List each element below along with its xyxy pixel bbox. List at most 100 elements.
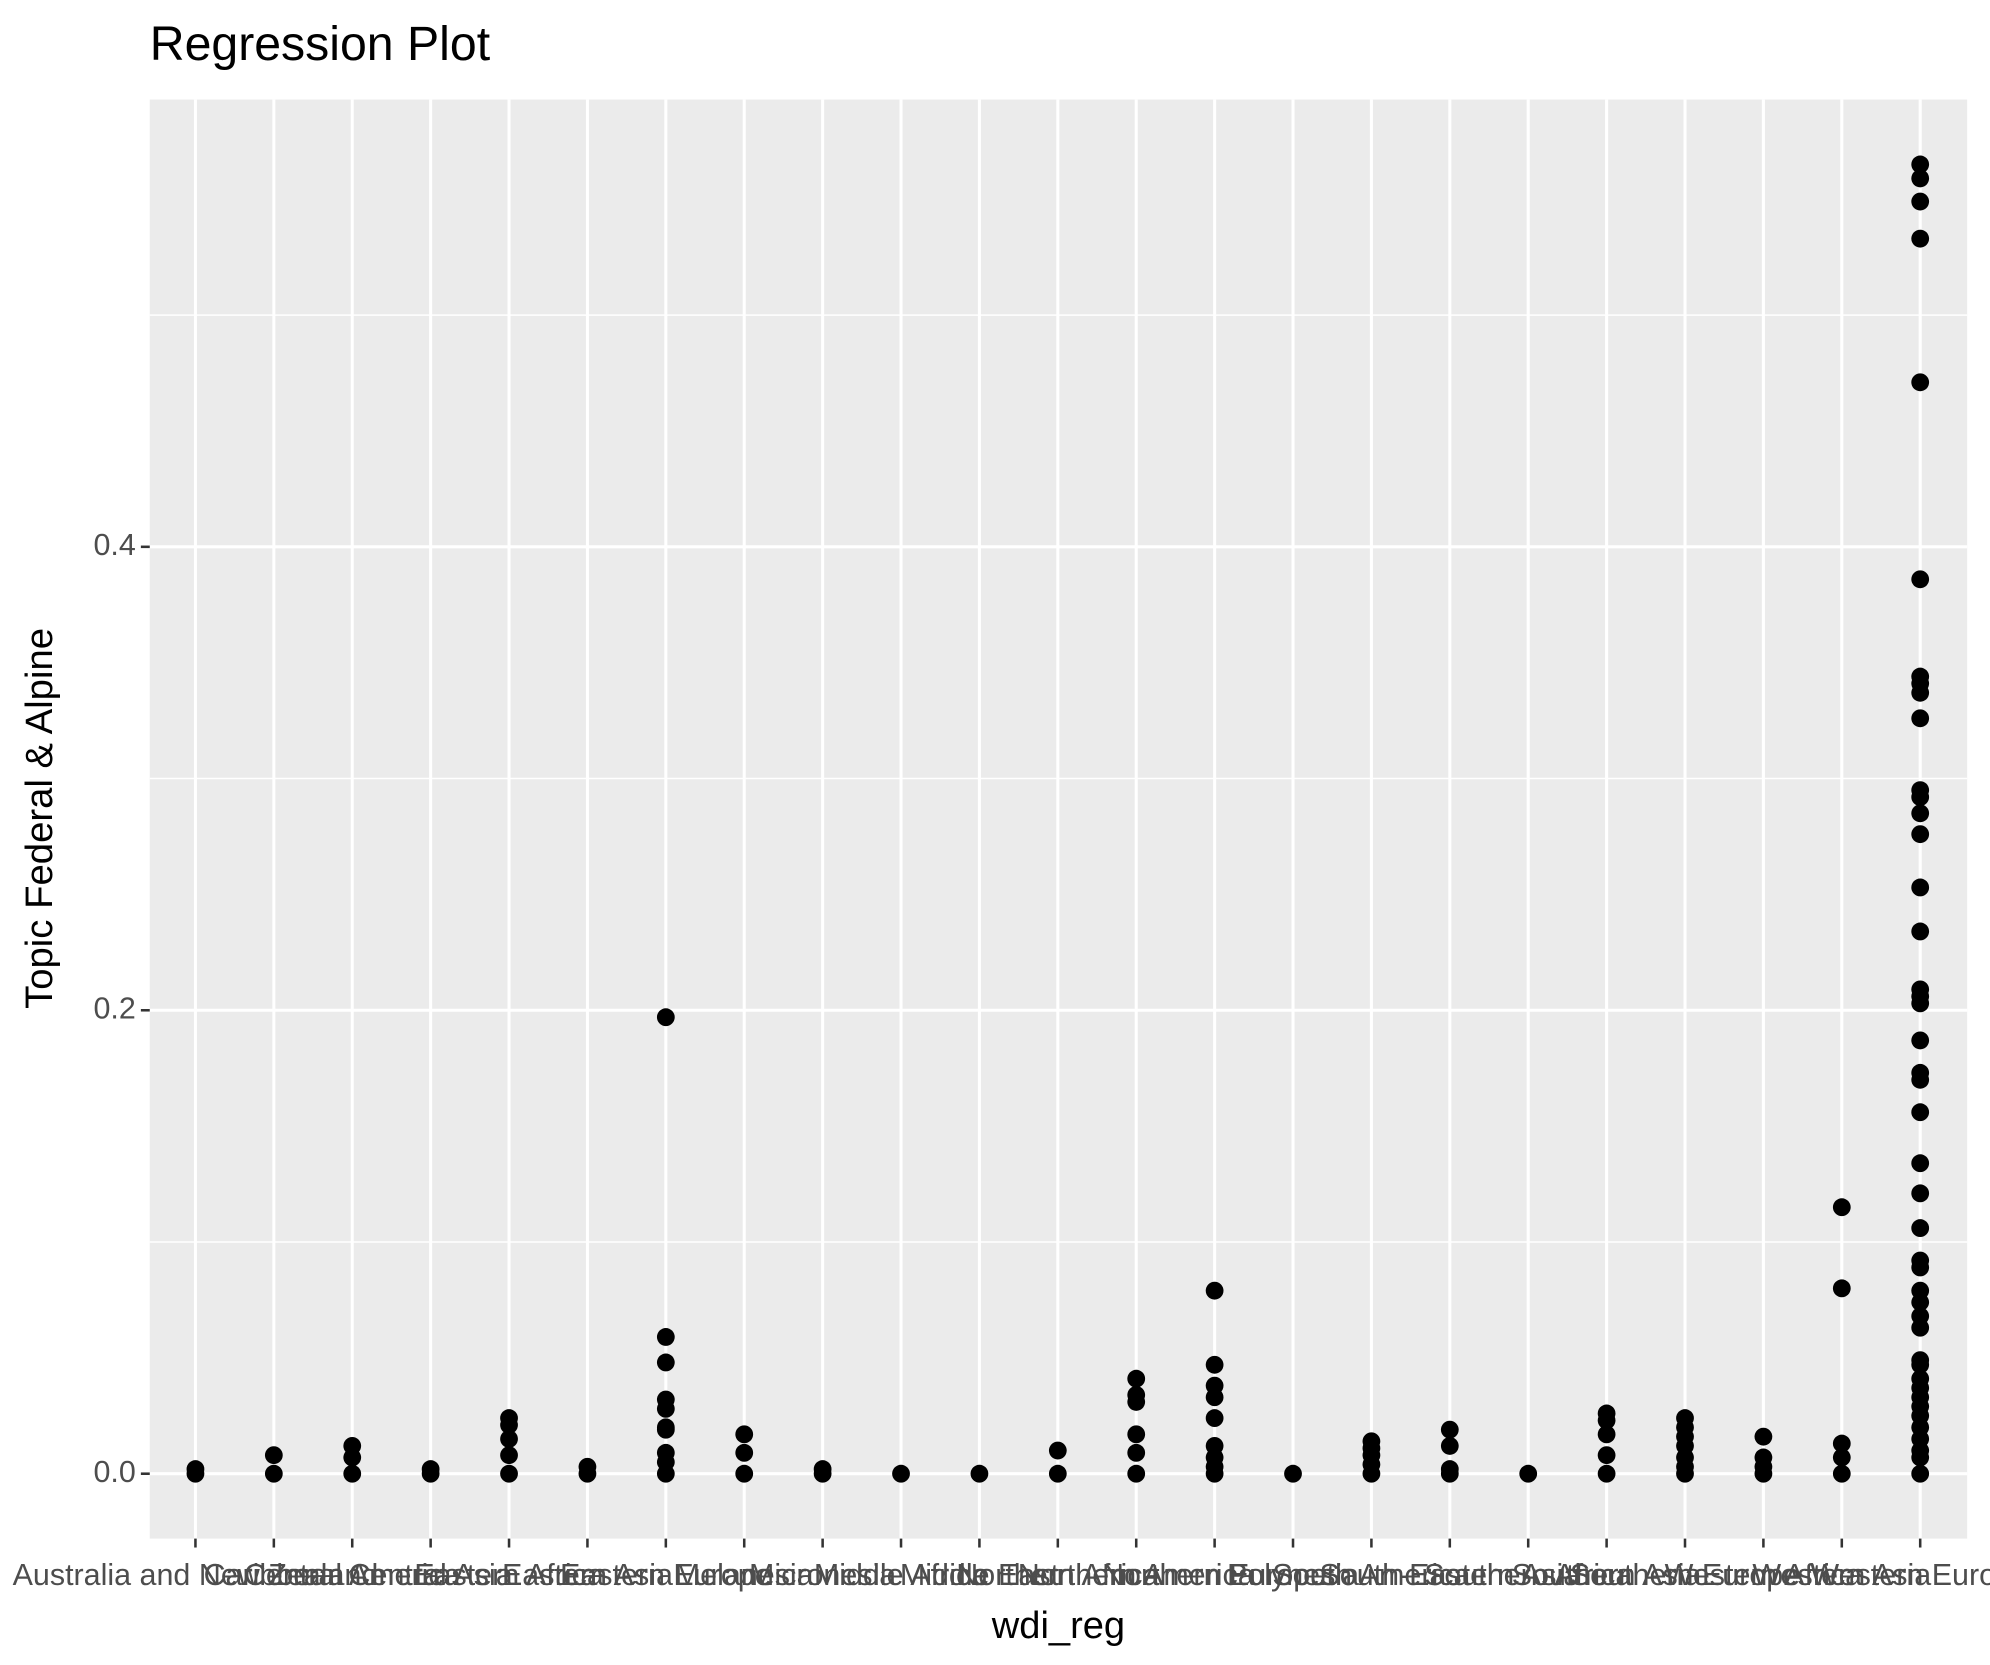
x-tick-label: South America bbox=[1272, 1558, 1470, 1592]
x-tick-label: Eastern Europe bbox=[560, 1558, 772, 1592]
point bbox=[1911, 1448, 1930, 1467]
point bbox=[1519, 1464, 1538, 1483]
x-axis-title: wdi_reg bbox=[991, 1604, 1125, 1647]
point bbox=[1911, 373, 1930, 392]
point bbox=[1676, 1464, 1694, 1483]
point bbox=[1911, 994, 1930, 1013]
point bbox=[578, 1464, 597, 1483]
point bbox=[1832, 1448, 1851, 1467]
x-tick-label: Northern America bbox=[1018, 1558, 1255, 1592]
point bbox=[1597, 1446, 1616, 1465]
point bbox=[1911, 169, 1930, 188]
point bbox=[1911, 570, 1930, 589]
point bbox=[1911, 229, 1930, 248]
x-tick-label: Northern Europe bbox=[1102, 1558, 1327, 1592]
point bbox=[1911, 1070, 1930, 1089]
point bbox=[1911, 788, 1930, 807]
point bbox=[813, 1464, 832, 1483]
point bbox=[1597, 1411, 1616, 1430]
x-tick-label: Melanesia bbox=[675, 1558, 814, 1592]
x-tick-label: Southern Europe bbox=[1570, 1558, 1800, 1592]
point bbox=[421, 1464, 440, 1483]
point bbox=[1911, 709, 1930, 728]
point bbox=[1911, 192, 1930, 211]
x-tick-label: Australia and New Zealand bbox=[13, 1558, 379, 1592]
point bbox=[1048, 1464, 1067, 1483]
point bbox=[1362, 1464, 1381, 1483]
x-tick-label: Eastern Africa bbox=[414, 1558, 604, 1592]
point bbox=[1911, 1154, 1930, 1173]
point bbox=[1754, 1427, 1773, 1446]
x-tick-label: Micronesia bbox=[749, 1558, 896, 1592]
point bbox=[1832, 1464, 1851, 1483]
point bbox=[892, 1464, 910, 1483]
y-axis-title: Topic Federal & Alpine bbox=[18, 628, 61, 1009]
point bbox=[656, 1328, 675, 1346]
point bbox=[1284, 1464, 1302, 1483]
point bbox=[1911, 155, 1930, 174]
point bbox=[1911, 683, 1930, 702]
x-tick-label: Central America bbox=[244, 1558, 461, 1592]
point bbox=[1440, 1464, 1459, 1483]
point bbox=[1911, 804, 1930, 823]
point bbox=[1440, 1420, 1459, 1439]
x-tick-label: Polynesia bbox=[1227, 1558, 1359, 1592]
point bbox=[1911, 878, 1930, 897]
x-tick-label: Southern Asia bbox=[1512, 1558, 1702, 1592]
point bbox=[1911, 1103, 1930, 1122]
point bbox=[343, 1464, 362, 1483]
point bbox=[735, 1464, 754, 1483]
point bbox=[1127, 1464, 1146, 1483]
point bbox=[500, 1464, 518, 1483]
point bbox=[1911, 922, 1930, 941]
y-tick-label: 0.0 bbox=[93, 1455, 135, 1489]
point bbox=[500, 1416, 518, 1434]
point bbox=[1205, 1281, 1224, 1300]
point bbox=[264, 1464, 283, 1483]
point bbox=[656, 1353, 675, 1372]
x-tick-label: Eastern Asia bbox=[502, 1558, 673, 1592]
point bbox=[656, 1008, 675, 1027]
point bbox=[1205, 1388, 1224, 1407]
point bbox=[1911, 1293, 1930, 1312]
point bbox=[1127, 1392, 1146, 1411]
x-tick-label: Caribbean bbox=[204, 1558, 345, 1592]
x-tick-label: Middle Africa bbox=[814, 1558, 988, 1592]
point bbox=[1911, 1258, 1930, 1277]
point bbox=[1127, 1443, 1146, 1462]
point bbox=[735, 1443, 754, 1462]
x-tick-label: Central Asia bbox=[349, 1558, 513, 1592]
point bbox=[1597, 1425, 1616, 1444]
point bbox=[1911, 1464, 1930, 1483]
x-tick-label: Middle East bbox=[900, 1558, 1060, 1592]
point bbox=[656, 1399, 675, 1418]
x-tick-label: Western Asia bbox=[1752, 1558, 1931, 1592]
point bbox=[264, 1446, 283, 1465]
point bbox=[1832, 1279, 1851, 1298]
point bbox=[1127, 1369, 1146, 1388]
point bbox=[500, 1446, 518, 1465]
point bbox=[735, 1425, 754, 1444]
point bbox=[1440, 1436, 1459, 1455]
point bbox=[656, 1464, 675, 1483]
y-tick-label: 0.2 bbox=[93, 991, 135, 1025]
x-tick-label: Western Europe bbox=[1810, 1558, 1990, 1592]
point bbox=[1911, 1031, 1930, 1050]
chart-title: Regression Plot bbox=[150, 17, 491, 71]
point bbox=[1205, 1409, 1224, 1428]
point bbox=[1127, 1425, 1146, 1444]
point bbox=[1048, 1441, 1067, 1460]
point bbox=[1205, 1355, 1224, 1374]
point bbox=[500, 1430, 518, 1448]
point bbox=[186, 1464, 205, 1483]
x-tick-label: South-Eastern Asia bbox=[1319, 1558, 1580, 1592]
point bbox=[1205, 1464, 1224, 1483]
point bbox=[1597, 1464, 1616, 1483]
point bbox=[1754, 1464, 1773, 1483]
point bbox=[970, 1464, 989, 1483]
point bbox=[1911, 825, 1930, 844]
point bbox=[656, 1420, 675, 1439]
point bbox=[1832, 1434, 1851, 1453]
point bbox=[1911, 1318, 1930, 1337]
